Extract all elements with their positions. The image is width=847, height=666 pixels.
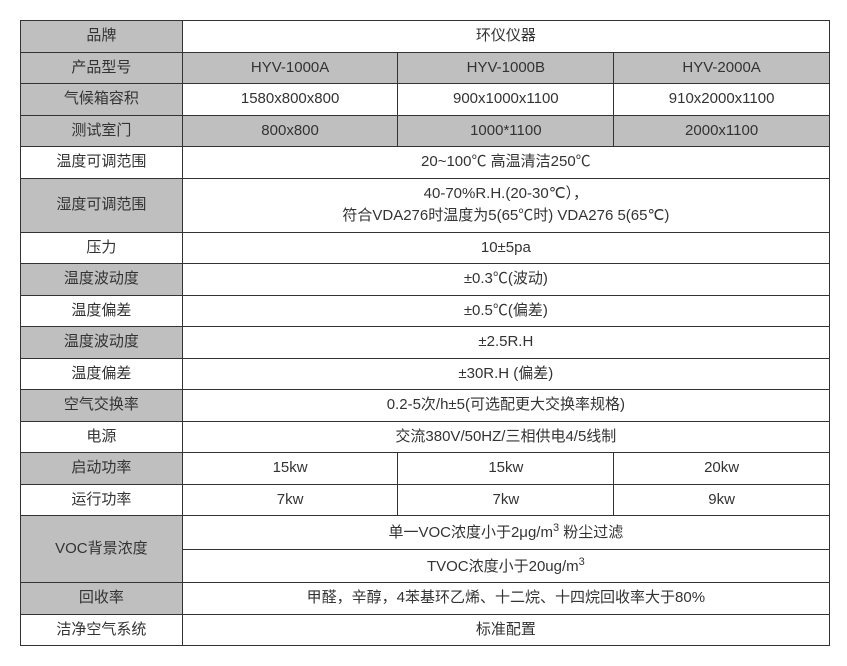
value-voc-l1: 单一VOC浓度小于2μg/m3 粉尘过滤	[182, 516, 829, 550]
label-voc-bg: VOC背景浓度	[21, 516, 183, 583]
voc-l2-sup: 3	[579, 556, 585, 568]
label-brand: 品牌	[21, 21, 183, 53]
value-door-1: 1000*1100	[398, 115, 614, 147]
label-temp-range: 温度可调范围	[21, 147, 183, 179]
value-run-power-0: 7kw	[182, 484, 398, 516]
value-door-0: 800x800	[182, 115, 398, 147]
label-model: 产品型号	[21, 52, 183, 84]
table-row: 洁净空气系统 标准配置	[21, 614, 830, 646]
value-model-1: HYV-1000B	[398, 52, 614, 84]
value-humidity-deviation: ±30R.H (偏差)	[182, 358, 829, 390]
value-volume-1: 900x1000x1100	[398, 84, 614, 116]
label-temp-fluctuation: 温度波动度	[21, 264, 183, 296]
value-start-power-2: 20kw	[614, 453, 830, 485]
table-row: 空气交换率 0.2-5次/h±5(可选配更大交换率规格)	[21, 390, 830, 422]
value-temp-deviation: ±0.5℃(偏差)	[182, 295, 829, 327]
value-run-power-2: 9kw	[614, 484, 830, 516]
humidity-line1: 40-70%R.H.(20-30℃），	[424, 185, 588, 202]
voc-l2-pre: TVOC浓度小于20ug/m	[427, 558, 579, 575]
value-start-power-1: 15kw	[398, 453, 614, 485]
table-row: 压力 10±5pa	[21, 232, 830, 264]
table-row: 电源 交流380V/50HZ/三相供电4/5线制	[21, 421, 830, 453]
label-humidity-deviation: 温度偏差	[21, 358, 183, 390]
label-run-power: 运行功率	[21, 484, 183, 516]
label-recovery: 回收率	[21, 583, 183, 615]
table-row: 品牌 环仪仪器	[21, 21, 830, 53]
value-clean-air: 标准配置	[182, 614, 829, 646]
table-row: 启动功率 15kw 15kw 20kw	[21, 453, 830, 485]
value-start-power-0: 15kw	[182, 453, 398, 485]
table-row: 湿度可调范围 40-70%R.H.(20-30℃）， 符合VDA276时温度为5…	[21, 178, 830, 232]
value-pressure: 10±5pa	[182, 232, 829, 264]
value-volume-0: 1580x800x800	[182, 84, 398, 116]
value-voc-l2: TVOC浓度小于20ug/m3	[182, 549, 829, 583]
label-pressure: 压力	[21, 232, 183, 264]
value-brand: 环仪仪器	[182, 21, 829, 53]
voc-l1-pre: 单一VOC浓度小于2μg/m	[388, 524, 553, 541]
humidity-line2: 符合VDA276时温度为5(65℃时) VDA276 5(65℃)	[342, 207, 669, 224]
label-door: 测试室门	[21, 115, 183, 147]
table-row: 温度可调范围 20~100℃ 高温清洁250℃	[21, 147, 830, 179]
value-power-supply: 交流380V/50HZ/三相供电4/5线制	[182, 421, 829, 453]
value-humidity-fluctuation: ±2.5R.H	[182, 327, 829, 359]
table-row: 气候箱容积 1580x800x800 900x1000x1100 910x200…	[21, 84, 830, 116]
voc-l1-post: 粉尘过滤	[559, 524, 623, 541]
table-row: VOC背景浓度 单一VOC浓度小于2μg/m3 粉尘过滤	[21, 516, 830, 550]
value-door-2: 2000x1100	[614, 115, 830, 147]
table-row: 温度偏差 ±0.5℃(偏差)	[21, 295, 830, 327]
value-volume-2: 910x2000x1100	[614, 84, 830, 116]
value-temp-fluctuation: ±0.3℃(波动)	[182, 264, 829, 296]
value-recovery: 甲醛，辛醇，4苯基环乙烯、十二烷、十四烷回收率大于80%	[182, 583, 829, 615]
label-temp-deviation: 温度偏差	[21, 295, 183, 327]
table-row: 运行功率 7kw 7kw 9kw	[21, 484, 830, 516]
value-air-exchange: 0.2-5次/h±5(可选配更大交换率规格)	[182, 390, 829, 422]
label-power-supply: 电源	[21, 421, 183, 453]
spec-table: 品牌 环仪仪器 产品型号 HYV-1000A HYV-1000B HYV-200…	[20, 20, 830, 646]
label-air-exchange: 空气交换率	[21, 390, 183, 422]
value-model-2: HYV-2000A	[614, 52, 830, 84]
table-row: 测试室门 800x800 1000*1100 2000x1100	[21, 115, 830, 147]
label-clean-air: 洁净空气系统	[21, 614, 183, 646]
value-temp-range: 20~100℃ 高温清洁250℃	[182, 147, 829, 179]
table-row: 回收率 甲醛，辛醇，4苯基环乙烯、十二烷、十四烷回收率大于80%	[21, 583, 830, 615]
label-start-power: 启动功率	[21, 453, 183, 485]
value-model-0: HYV-1000A	[182, 52, 398, 84]
label-volume: 气候箱容积	[21, 84, 183, 116]
table-row: 温度波动度 ±2.5R.H	[21, 327, 830, 359]
label-humidity-fluctuation: 温度波动度	[21, 327, 183, 359]
value-run-power-1: 7kw	[398, 484, 614, 516]
label-humidity-range: 湿度可调范围	[21, 178, 183, 232]
table-row: 温度波动度 ±0.3℃(波动)	[21, 264, 830, 296]
table-row: 温度偏差 ±30R.H (偏差)	[21, 358, 830, 390]
table-row: 产品型号 HYV-1000A HYV-1000B HYV-2000A	[21, 52, 830, 84]
value-humidity-range: 40-70%R.H.(20-30℃）， 符合VDA276时温度为5(65℃时) …	[182, 178, 829, 232]
